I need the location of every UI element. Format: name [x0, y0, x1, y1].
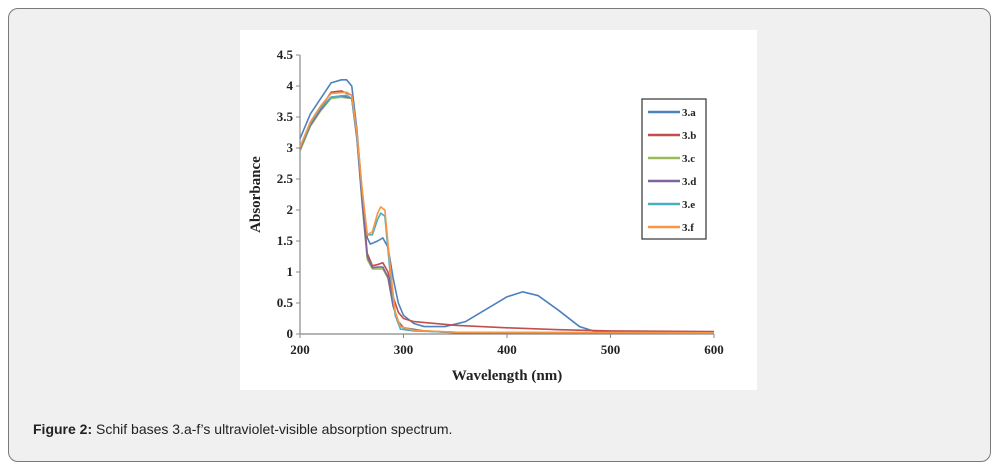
- x-axis-label: Wavelength (nm): [452, 368, 562, 384]
- caption-label: Figure 2:: [33, 421, 93, 437]
- x-tick-label: 600: [704, 342, 724, 357]
- legend-label-3-f: 3.f: [682, 222, 694, 234]
- caption-text: Schif bases 3.a-f’s ultraviolet-visible …: [92, 421, 453, 437]
- absorbance-chart: 0 0.5 1 1.5 2 2.5 3 3.5 4 4.5 200 300 400 500 600 Wavel…: [248, 47, 724, 384]
- y-axis-label: Absorbance: [248, 156, 264, 233]
- chart-figure: 0 0.5 1 1.5 2 2.5 3 3.5 4 4.5 200 300 400 500 600 Wavel…: [240, 30, 757, 390]
- y-tick-label: 3: [287, 140, 294, 155]
- y-tick-label: 2.5: [277, 171, 294, 186]
- series-line-3-b: [299, 90, 715, 333]
- series-line-3-e: [299, 94, 715, 335]
- y-tick-label: 4.5: [277, 47, 294, 62]
- legend-label-3-b: 3.b: [682, 130, 696, 142]
- figure-caption: Figure 2: Schif bases 3.a-f’s ultraviole…: [33, 421, 452, 437]
- legend-label-3-a: 3.a: [682, 107, 696, 119]
- y-tick-label: 0: [287, 326, 294, 341]
- y-tick-label: 2: [287, 202, 294, 217]
- x-tick-label: 300: [394, 342, 414, 357]
- y-tick-label: 1.5: [277, 233, 294, 248]
- y-tick-label: 0.5: [277, 295, 294, 310]
- legend-label-3-e: 3.e: [682, 199, 695, 211]
- x-tick-label: 200: [290, 342, 310, 357]
- y-tick-label: 3.5: [277, 109, 294, 124]
- x-tick-label: 500: [601, 342, 621, 357]
- y-tick-label: 1: [287, 264, 294, 279]
- x-tick-label: 400: [497, 342, 517, 357]
- legend-label-3-d: 3.d: [682, 176, 696, 188]
- series-line-3-f: [299, 91, 715, 334]
- series-line-3-a: [299, 78, 715, 334]
- legend-box: [641, 98, 707, 240]
- y-tick-label: 4: [287, 78, 294, 93]
- legend-label-3-c: 3.c: [682, 153, 695, 165]
